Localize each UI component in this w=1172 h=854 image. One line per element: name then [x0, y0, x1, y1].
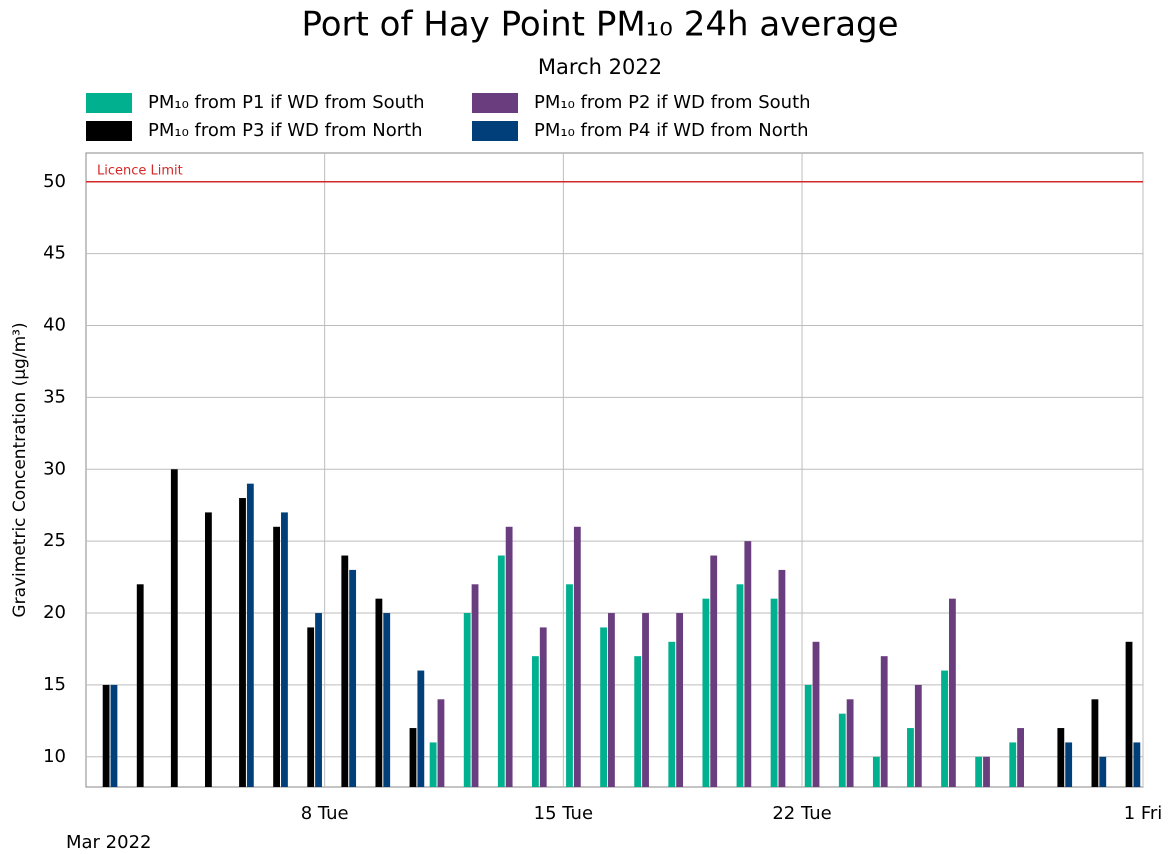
- bar: [505, 526, 513, 787]
- y-tick-label: 10: [43, 746, 66, 767]
- legend-label: PM₁₀ from P3 if WD from North: [148, 120, 423, 141]
- bar: [948, 598, 956, 787]
- bar: [170, 469, 178, 787]
- bar: [273, 526, 281, 787]
- bar: [736, 584, 744, 787]
- bar: [471, 584, 479, 787]
- bar: [975, 756, 983, 787]
- bar: [375, 598, 383, 787]
- bar: [1133, 742, 1141, 787]
- bar: [710, 555, 718, 787]
- bar: [531, 656, 539, 787]
- y-tick-label: 35: [43, 386, 66, 407]
- y-tick-label: 15: [43, 674, 66, 695]
- bar: [1099, 756, 1107, 787]
- bar: [1091, 699, 1099, 787]
- x-tick-label: 22 Tue: [772, 803, 831, 824]
- y-tick-label: 30: [43, 458, 66, 479]
- bar: [778, 569, 786, 787]
- bar: [497, 555, 505, 787]
- bar: [880, 656, 888, 787]
- x-tick-label: 15 Tue: [534, 803, 593, 824]
- bar: [409, 728, 417, 787]
- bar: [744, 541, 752, 787]
- bar: [383, 613, 391, 787]
- y-tick-label: 20: [43, 602, 66, 623]
- bar: [539, 627, 547, 787]
- chart-title: Port of Hay Point PM₁₀ 24h average: [301, 5, 898, 45]
- bar: [770, 598, 778, 787]
- bar: [417, 670, 425, 787]
- bar: [846, 699, 854, 787]
- bar: [914, 684, 922, 787]
- bar: [676, 613, 684, 787]
- legend-swatch: [86, 93, 132, 113]
- bar: [642, 613, 649, 787]
- bar: [1009, 742, 1017, 787]
- bar: [341, 555, 349, 787]
- chart-subtitle: March 2022: [538, 55, 662, 79]
- legend-label: PM₁₀ from P1 if WD from South: [148, 92, 425, 113]
- bar: [1065, 742, 1073, 787]
- bar: [907, 728, 914, 787]
- bar: [566, 584, 573, 787]
- bar: [634, 656, 642, 787]
- bar: [110, 684, 118, 787]
- bar: [429, 742, 437, 787]
- bar: [463, 613, 471, 787]
- bar: [600, 627, 607, 787]
- y-tick-label: 50: [43, 171, 66, 192]
- x-tick-label: 1 Fri: [1124, 803, 1163, 824]
- legend-swatch: [86, 121, 132, 141]
- bar: [872, 756, 880, 787]
- bar: [983, 756, 990, 787]
- bar: [573, 526, 581, 787]
- bar: [136, 584, 144, 787]
- y-tick-label: 45: [43, 243, 66, 264]
- x-axis-label: Mar 2022: [66, 832, 152, 853]
- bar: [804, 684, 812, 787]
- bar: [668, 641, 676, 787]
- legend-swatch: [472, 93, 518, 113]
- bar: [246, 483, 254, 787]
- y-tick-label: 25: [43, 530, 66, 551]
- bar: [838, 713, 846, 787]
- bar: [941, 670, 948, 787]
- bar: [437, 699, 445, 787]
- legend-label: PM₁₀ from P4 if WD from North: [534, 120, 809, 141]
- y-tick-label: 40: [43, 315, 66, 336]
- bar: [281, 512, 288, 787]
- bar: [102, 684, 110, 787]
- limit-label: Licence Limit: [97, 163, 183, 178]
- bar: [1017, 728, 1025, 787]
- bar: [702, 598, 710, 787]
- bar: [1057, 728, 1065, 787]
- bar: [812, 641, 820, 787]
- bar: [315, 613, 322, 787]
- legend-swatch: [472, 121, 518, 141]
- y-axis-label: Gravimetric Concentration (µg/m³): [10, 322, 30, 617]
- bar: [239, 498, 246, 787]
- bar: [608, 613, 615, 787]
- legend-label: PM₁₀ from P2 if WD from South: [534, 92, 811, 113]
- bar: [307, 627, 315, 787]
- bar: [349, 569, 357, 787]
- bar: [204, 512, 212, 787]
- bar: [1125, 641, 1133, 787]
- x-tick-label: 8 Tue: [301, 803, 349, 824]
